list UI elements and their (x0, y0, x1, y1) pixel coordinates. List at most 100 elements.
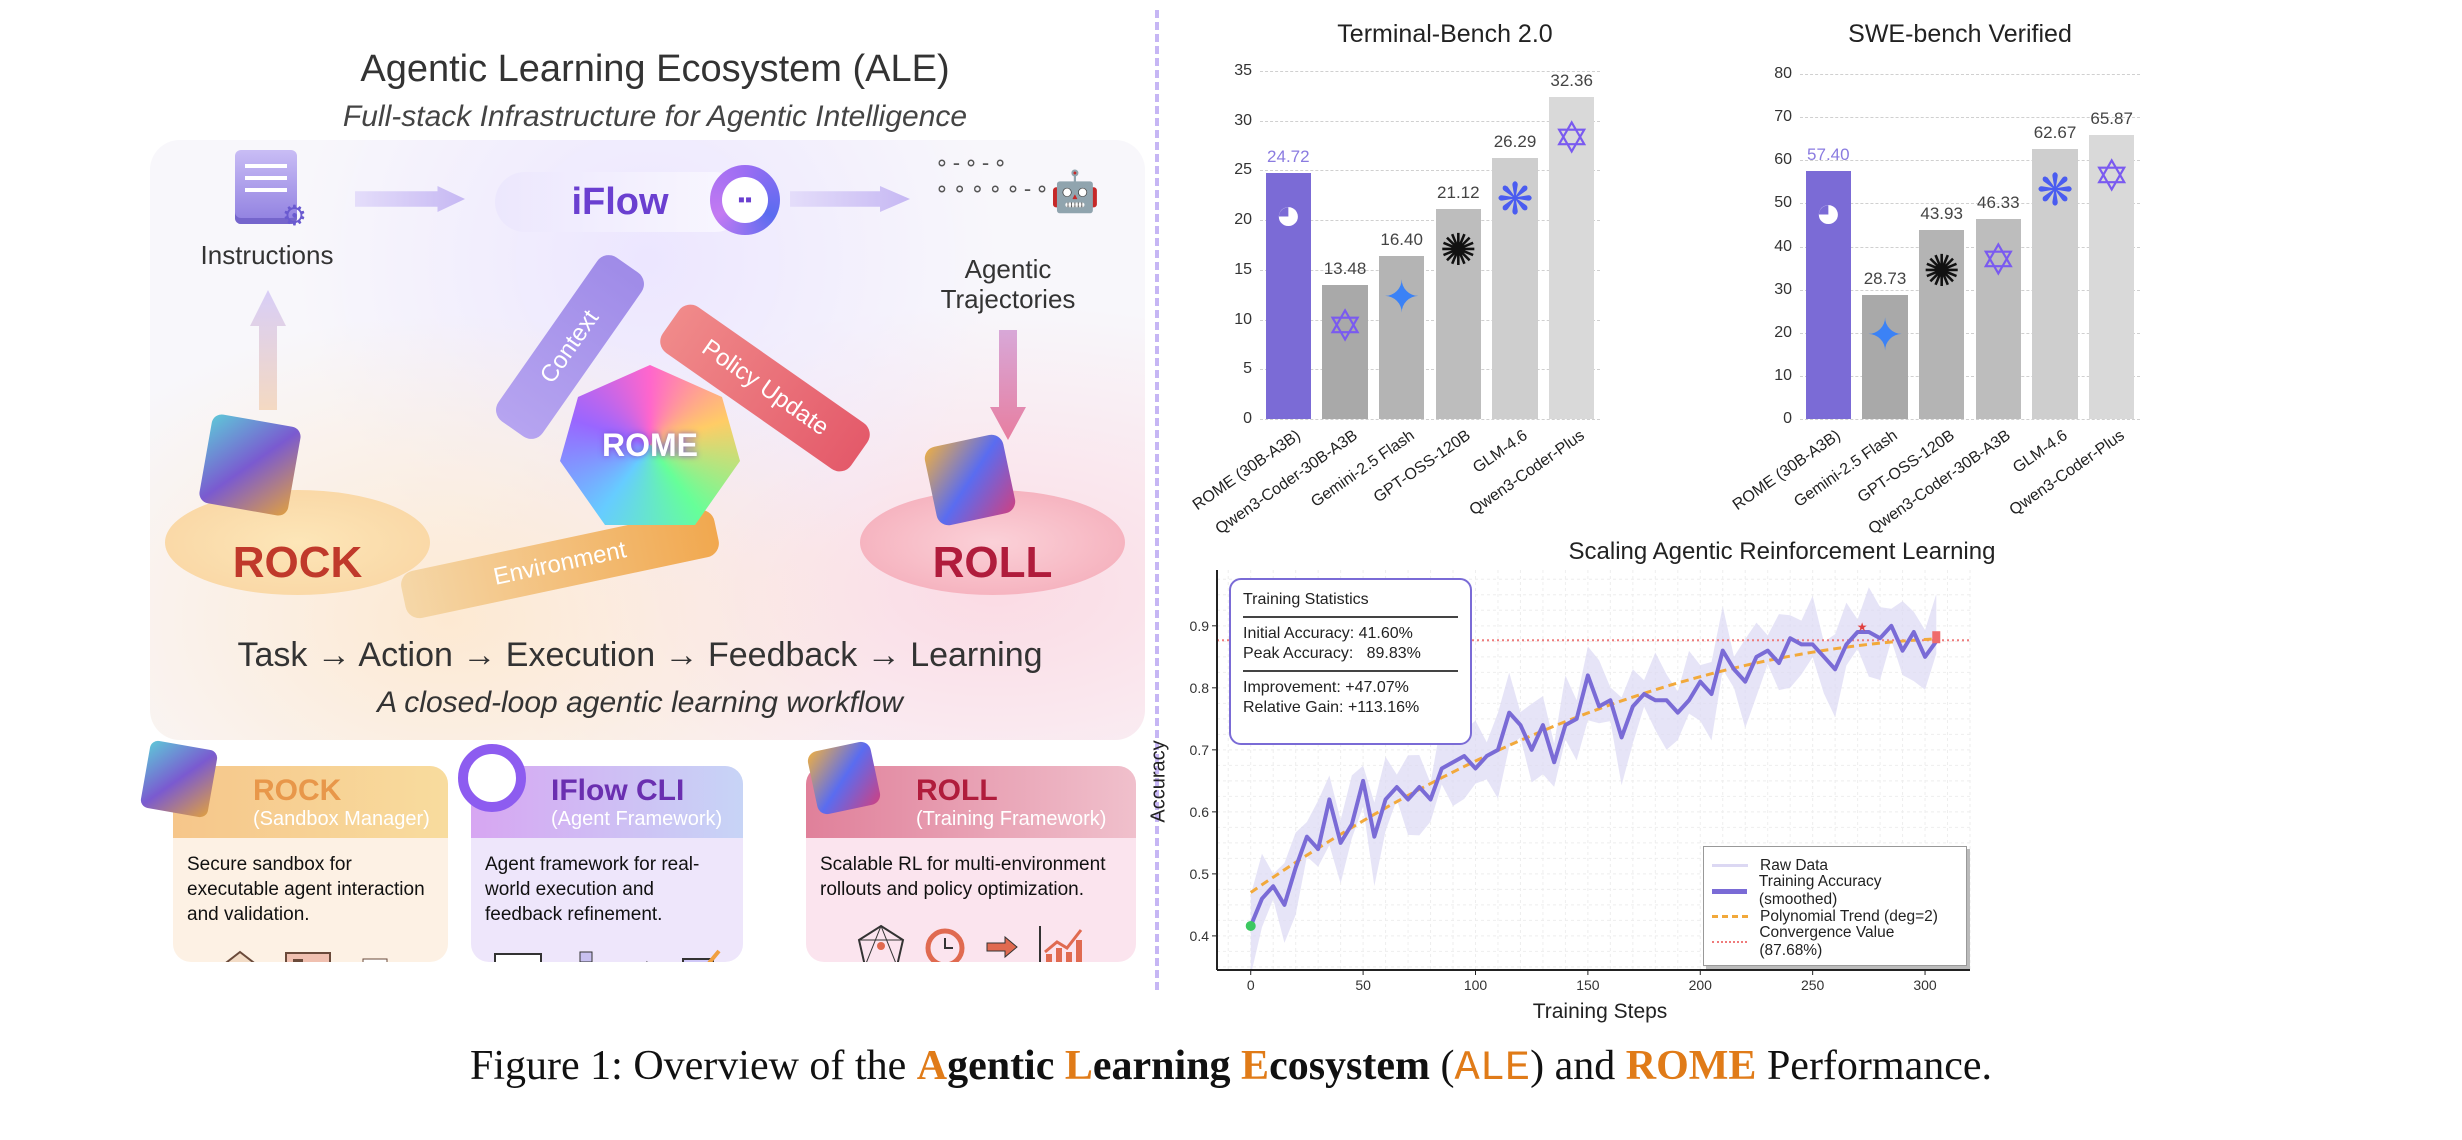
iflow-label: iFlow (571, 180, 669, 223)
cycle-clock-icon (925, 928, 965, 962)
legend-smoothed: Training Accuracy (smoothed) (1758, 873, 1882, 909)
x-tick-label: 200 (1689, 977, 1713, 993)
y-tick-label: 0.6 (1190, 804, 1210, 820)
gemini-logo-icon: ✦ (1383, 272, 1421, 322)
gridline (1800, 160, 2140, 162)
iflow-logo-icon: ◕ (1815, 188, 1842, 238)
iflow-logo-icon: ◕ (1275, 190, 1302, 240)
line-chart-title: Scaling Agentic Reinforcement Learning (1568, 538, 1996, 565)
iflow-card-logo-icon (458, 744, 526, 812)
y-tick-label: 30 (1774, 280, 1792, 298)
gridline (1260, 269, 1600, 271)
roll-label: ROLL (932, 537, 1053, 587)
x-tick-label: 150 (1576, 977, 1600, 993)
diagram-subtitle: Full-stack Infrastructure for Agentic In… (342, 100, 968, 133)
iflow-logo-icon: ▪▪ (710, 165, 780, 235)
y-tick-label: 20 (1234, 211, 1252, 229)
gridline (1800, 289, 2140, 291)
bar-value-label: 62.67 (2033, 122, 2077, 142)
gridline (1260, 419, 1600, 420)
browser-user-icon (494, 953, 542, 962)
roll-dice-icon (922, 432, 1018, 528)
legend-convergence: Convergence Value (87.68%) (1759, 924, 1895, 960)
gridline (1260, 220, 1600, 222)
bar-qwen3-coder-30b-a3b (1322, 284, 1368, 419)
polynomial-trend-line (1249, 637, 1937, 894)
y-tick-label: 10 (1234, 310, 1252, 328)
diagram-title: Agentic Learning Ecosystem (ALE) (360, 48, 950, 90)
rock-card: ROCK (Sandbox Manager) Secure sandbox fo… (173, 766, 448, 962)
caption-segment: ALE (1454, 1044, 1531, 1092)
gridline (1260, 120, 1600, 122)
bar-value-label: 65.87 (2090, 108, 2133, 128)
gridline (1800, 203, 2140, 205)
gemini-logo-icon: ✦ (1866, 310, 1904, 360)
arrow-right-icon (986, 935, 1018, 959)
y-tick-label: 0 (1243, 410, 1252, 427)
peak-accuracy-marker: ★ (1857, 620, 1868, 634)
stats-relative-gain: Relative Gain: +113.16% (1243, 699, 1420, 716)
x-axis-label: Training Steps (1532, 1000, 1668, 1023)
hierarchy-icon (579, 951, 593, 962)
sandbox-box-icon (224, 950, 255, 962)
trajectories-label-2: Trajectories (940, 284, 1076, 314)
openai-logo-icon: ✺ (1923, 246, 1961, 296)
convergence-swatch (1712, 941, 1748, 944)
x-tick-label: 300 (1913, 977, 1937, 993)
y-tick-label: 0.8 (1190, 680, 1210, 696)
terminal-bench-title: Terminal-Bench 2.0 (1337, 20, 1553, 48)
iflow-card-title: IFlow CLI (551, 773, 685, 807)
gridline (1800, 332, 2140, 334)
legend-trend: Polynomial Trend (deg=2) (1760, 907, 1938, 925)
y-tick-label: 0.5 (1190, 866, 1210, 882)
gridline (1800, 74, 2140, 75)
raw-data-band (1250, 587, 1937, 976)
chip-robot-arm-icon (284, 952, 331, 962)
iflow-card-body: Agent framework for real-world execution… (485, 854, 700, 925)
stats-divider (1243, 670, 1458, 672)
bar-value-label: 21.12 (1437, 183, 1480, 202)
gridline (1800, 117, 2140, 119)
growth-chart-icon (1039, 926, 1083, 962)
y-axis-label: Accuracy (1147, 740, 1170, 823)
rocket-document-icon (682, 949, 721, 962)
caption-segment: cosystem (1269, 1043, 1431, 1089)
figure-caption: Figure 1: Overview of the Agentic Learni… (470, 1042, 1992, 1092)
x-tick-label: 50 (1355, 977, 1371, 993)
bar-rome-30b-a3b- (1265, 173, 1311, 419)
instructions-label: Instructions (200, 240, 334, 270)
qwen-logo-icon: ✡ (1979, 236, 2017, 286)
chart-legend: Raw Data Training Accuracy (smoothed) Po… (1703, 846, 1967, 966)
y-tick-label: 70 (1774, 108, 1792, 126)
glm-logo-icon: ❋ (2036, 165, 2074, 215)
x-tick-label: GPT-OSS-120B (1371, 427, 1475, 507)
y-tick-label: 10 (1774, 366, 1792, 384)
stats-divider (1243, 616, 1458, 618)
bar-qwen3-coder-plus (2089, 134, 2135, 419)
y-tick-label: 40 (1774, 237, 1792, 255)
bar-qwen3-coder-plus (1549, 97, 1595, 419)
bar-value-label: 13.48 (1323, 258, 1367, 278)
arrow-right-icon (646, 960, 648, 962)
x-tick-label: 0 (1247, 977, 1255, 993)
y-tick-label: 0.7 (1190, 742, 1210, 758)
y-tick-label: 50 (1774, 194, 1792, 212)
openai-logo-icon: ✺ (1439, 226, 1477, 275)
bar-qwen3-coder-30b-a3b (1975, 219, 2021, 419)
rock-label: ROCK (232, 537, 363, 587)
raw-data-swatch (1712, 864, 1748, 868)
bar-value-label: 26.29 (1493, 131, 1537, 151)
bar-value-label: 28.73 (1863, 269, 1907, 289)
rome-label: ROME (602, 426, 698, 463)
rock-card-subtitle: (Sandbox Manager) (253, 807, 430, 830)
legend-raw-data: Raw Data (1760, 856, 1829, 874)
caption-segment: earning (1092, 1043, 1242, 1089)
robot-icon: 🤖 (1050, 170, 1100, 214)
caption-segment: L (1064, 1043, 1093, 1089)
stats-peak-value: 89.83% (1366, 645, 1421, 662)
docker-whale-icon (362, 958, 387, 962)
roll-card: ROLL (Training Framework) Scalable RL fo… (806, 766, 1136, 962)
stats-peak-label: Peak Accuracy: (1243, 645, 1354, 662)
bar-value-label: 57.40 (1807, 145, 1850, 165)
stats-improvement: Improvement: +47.07% (1243, 679, 1409, 696)
